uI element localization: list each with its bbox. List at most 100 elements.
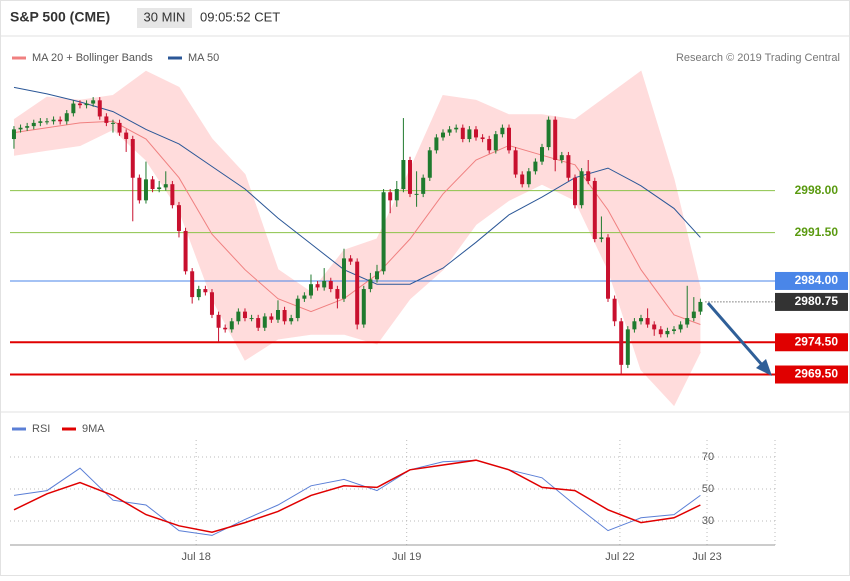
- candle-body: [586, 171, 591, 181]
- x-tick-label: Jul 18: [181, 551, 210, 563]
- candle-body: [58, 119, 63, 122]
- candle-body: [51, 119, 56, 122]
- candle-body: [368, 279, 373, 290]
- candle-body: [407, 160, 412, 194]
- candle-body: [130, 139, 135, 178]
- candle-body: [526, 171, 531, 185]
- candle-body: [467, 129, 472, 140]
- candle-body: [229, 321, 234, 330]
- candle-body: [625, 329, 630, 365]
- candle-body: [506, 127, 511, 151]
- candle-body: [421, 177, 426, 194]
- candle-body: [84, 103, 89, 106]
- legend-label: MA 50: [188, 52, 219, 64]
- candle-body: [434, 137, 439, 151]
- candle-body: [619, 321, 624, 365]
- candle-body: [487, 139, 492, 151]
- candle-body: [573, 177, 578, 206]
- candle-body: [513, 150, 518, 175]
- arrow-head: [756, 359, 772, 376]
- bollinger-band-fill: [14, 71, 701, 406]
- level-label: 2984.00: [795, 273, 839, 287]
- candle-body: [612, 298, 617, 322]
- candle-body: [150, 179, 155, 190]
- candle-body: [38, 121, 43, 123]
- candle-body: [335, 289, 340, 299]
- level-label-box: [775, 271, 848, 290]
- time: 09:05:52 CET: [200, 9, 280, 24]
- candle-body: [110, 122, 115, 124]
- candle-body: [599, 237, 604, 240]
- candle-body: [355, 261, 360, 325]
- candle-body: [388, 192, 393, 201]
- candle-body: [361, 289, 366, 325]
- candle-body: [71, 103, 76, 114]
- candle-body: [11, 129, 16, 140]
- indicator-line: [13, 459, 701, 536]
- candle-body: [414, 193, 419, 195]
- candle-body: [579, 171, 584, 206]
- candle-body: [249, 318, 254, 320]
- candle-body: [183, 230, 188, 272]
- candle-body: [348, 258, 353, 262]
- candle-body: [341, 258, 346, 299]
- timeframe: 30 MIN: [144, 9, 186, 24]
- candle-body: [374, 271, 379, 280]
- level-label: 2974.50: [795, 334, 839, 348]
- source: Research © 2019 Trading Central: [676, 52, 840, 64]
- candle-body: [632, 321, 637, 330]
- level-label-box: [775, 365, 848, 384]
- timeframe-box: [137, 8, 192, 28]
- candle-body: [500, 127, 505, 135]
- candle-body: [665, 330, 670, 335]
- candle-body: [170, 184, 175, 206]
- candle-body: [427, 150, 432, 178]
- candle-body: [440, 132, 445, 138]
- candle-body: [678, 324, 683, 330]
- candle-body: [157, 187, 162, 190]
- legend-label: 9MA: [82, 423, 105, 435]
- candle-body: [269, 316, 274, 320]
- level-label-box: [775, 292, 848, 311]
- candle-body: [672, 329, 677, 331]
- chart-title: S&P 500 (CME): [10, 9, 110, 25]
- candle-body: [473, 129, 478, 138]
- candle-body: [190, 271, 195, 298]
- bollinger-lower: [13, 128, 701, 407]
- candle-body: [639, 318, 644, 322]
- candle-body: [645, 318, 650, 325]
- candle-body: [566, 155, 571, 178]
- candle-body: [381, 192, 386, 272]
- arrow-shaft: [706, 302, 765, 367]
- candle-body: [520, 174, 525, 185]
- candle-body: [31, 122, 36, 127]
- candle-body: [44, 121, 49, 123]
- candle-body: [97, 100, 102, 117]
- candle-body: [209, 292, 214, 315]
- indicator-line: [13, 459, 701, 533]
- candle-body: [262, 316, 267, 328]
- candle-body: [196, 289, 201, 298]
- forecast-arrow: [706, 302, 772, 376]
- level-label: 2969.50: [795, 367, 839, 381]
- candle-body: [124, 132, 129, 140]
- candle-body: [322, 280, 327, 288]
- candle-body: [236, 311, 241, 322]
- legend-label: MA 20 + Bollinger Bands: [32, 52, 153, 64]
- ma-line: [13, 120, 701, 325]
- candle-body: [652, 324, 657, 330]
- x-tick-label: Jul 22: [605, 551, 634, 563]
- candle-body: [176, 205, 181, 231]
- candle-body: [540, 147, 545, 162]
- candle-body: [256, 318, 261, 328]
- candle-body: [137, 177, 142, 201]
- bollinger-upper: [13, 70, 701, 293]
- candle-body: [77, 103, 82, 106]
- candle-body: [18, 127, 23, 130]
- candle-body: [289, 318, 294, 322]
- candle-body: [698, 301, 703, 312]
- candle-body: [295, 298, 300, 319]
- candle-body: [559, 155, 564, 160]
- candle-body: [315, 284, 320, 288]
- candle-body: [480, 137, 485, 140]
